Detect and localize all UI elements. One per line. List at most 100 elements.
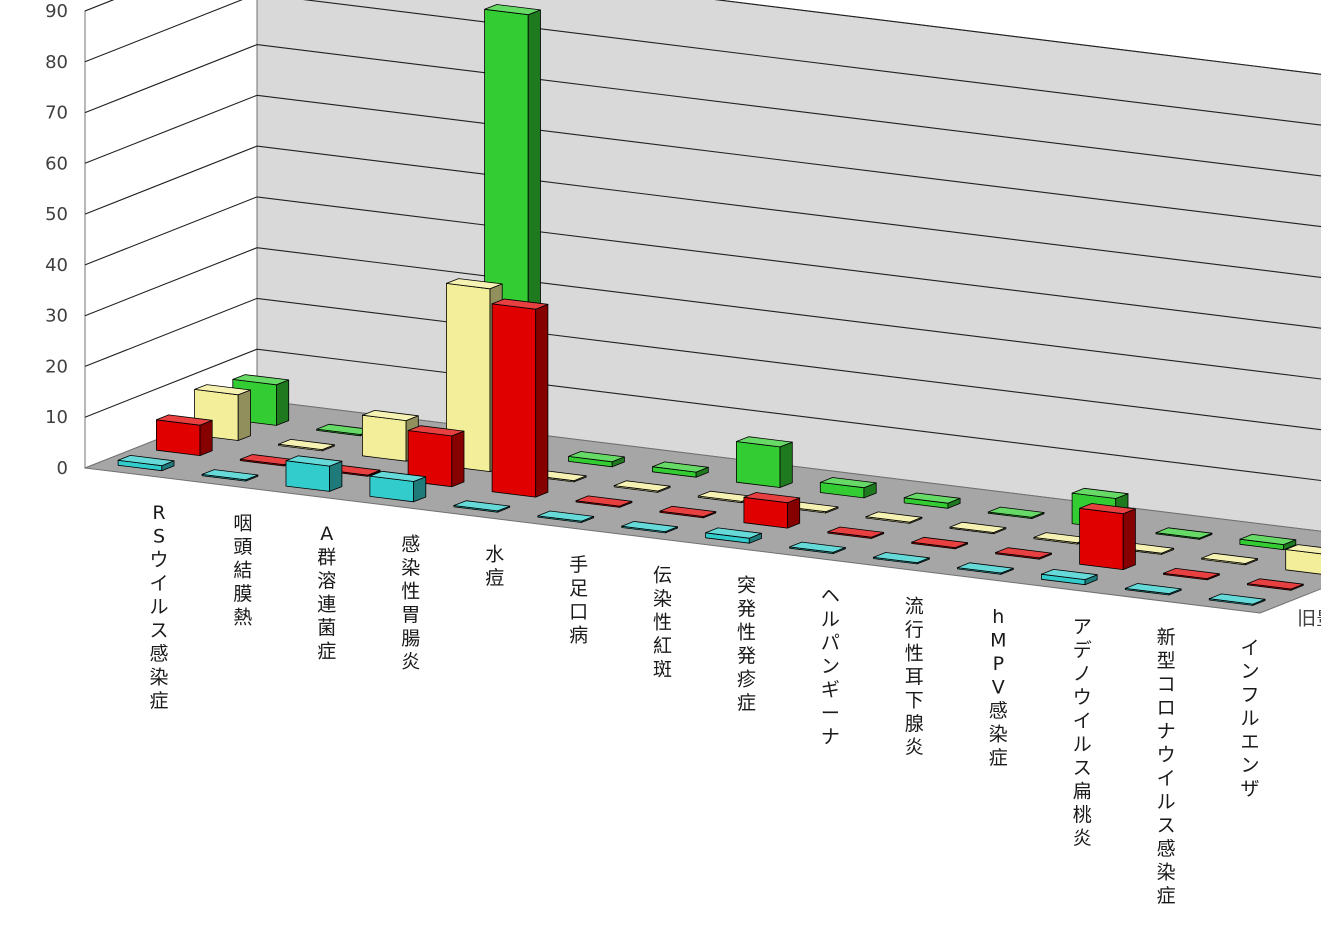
series-labels: 旧豊浦彦島山 <box>1297 607 1321 629</box>
bar-side <box>1122 508 1136 570</box>
gridline <box>84 94 1321 228</box>
bar <box>1208 593 1266 606</box>
bar <box>903 492 961 509</box>
bar <box>407 425 465 488</box>
bar-top <box>621 521 678 532</box>
bar-top <box>369 470 427 482</box>
bar <box>575 495 633 508</box>
category-label: 伝染性紅斑 <box>653 564 672 680</box>
bar-side <box>787 497 801 529</box>
bar <box>285 455 343 492</box>
bar-top <box>575 495 633 507</box>
bar <box>995 547 1052 560</box>
bar-top <box>819 477 877 489</box>
bar-top <box>911 536 968 548</box>
y-axis-ticks: 0 10 20 30 40 50 60 70 80 90 <box>45 1 68 479</box>
bar-top <box>445 278 503 290</box>
bar <box>1079 503 1136 570</box>
y-tick-label: 50 <box>45 204 68 225</box>
category-label: R S ウイルス感染症 <box>149 502 168 712</box>
bar <box>1239 534 1297 551</box>
bar-side <box>451 430 465 488</box>
y-tick-label: 70 <box>45 103 68 124</box>
bar <box>613 480 671 493</box>
bar-side <box>199 419 213 457</box>
gridline <box>84 145 1321 278</box>
bar-front <box>491 303 537 498</box>
bar-top <box>873 552 930 564</box>
bar <box>659 505 717 519</box>
bar <box>789 541 846 554</box>
bar-top <box>613 480 671 492</box>
bar <box>621 521 678 534</box>
bar <box>491 298 549 498</box>
category-label: h M P V 感染症 <box>989 606 1008 769</box>
bar-top <box>407 425 465 437</box>
bar <box>957 562 1014 575</box>
bar-top <box>537 510 595 522</box>
category-label: アデノウイルス扁桃炎 <box>1073 616 1092 850</box>
bar-top <box>194 384 251 396</box>
gridline <box>84 247 1321 380</box>
bar <box>278 438 335 452</box>
bar <box>568 451 625 468</box>
bar <box>987 506 1045 519</box>
category-label: 水痘 <box>485 544 504 590</box>
bar-top <box>743 492 801 504</box>
gridline <box>84 0 1321 126</box>
bar-top <box>827 526 885 538</box>
bar-top <box>1247 578 1304 590</box>
bar <box>873 552 930 565</box>
y-tick-label: 10 <box>45 407 68 428</box>
bar-top <box>568 451 625 463</box>
bar <box>911 536 968 550</box>
series-label: 旧豊浦 <box>1297 607 1321 629</box>
bar-top <box>789 541 846 553</box>
bar-front <box>361 414 407 462</box>
bar <box>827 526 885 539</box>
bar-side <box>237 389 251 441</box>
bar-top <box>949 521 1007 533</box>
bar <box>155 414 213 457</box>
bar-front <box>1079 507 1124 570</box>
y-tick-label: 60 <box>45 153 68 174</box>
gridlines <box>84 0 1321 482</box>
bar <box>369 470 427 503</box>
y-tick-label: 30 <box>45 306 68 327</box>
y-tick-label: 80 <box>45 52 68 73</box>
category-label: 感染性胃腸炎 <box>401 533 420 673</box>
bar <box>1124 583 1182 596</box>
bar <box>537 510 595 523</box>
bar-top <box>705 527 762 539</box>
bar-top <box>736 436 793 448</box>
category-label: 流行性耳下腺炎 <box>905 595 924 758</box>
y-tick-label: 40 <box>45 255 68 276</box>
bar-top <box>278 438 335 451</box>
bar <box>736 436 793 488</box>
bar <box>652 461 709 478</box>
bar-top <box>903 492 961 504</box>
gridline <box>84 297 1321 431</box>
y-tick-label: 20 <box>45 356 68 377</box>
bar-top <box>1208 593 1266 605</box>
bar-top <box>491 298 549 310</box>
bar-top <box>484 4 541 16</box>
category-label: 手足口病 <box>569 554 588 647</box>
bars <box>117 4 1321 606</box>
bar-top <box>201 469 259 481</box>
bar-side <box>779 441 793 488</box>
gridline <box>84 348 1321 482</box>
bar-side <box>535 303 549 498</box>
gridline <box>84 196 1321 329</box>
bar <box>743 492 801 529</box>
bar-top <box>1079 503 1136 515</box>
bar-top <box>1239 534 1297 545</box>
bar <box>1201 552 1258 566</box>
bar-top <box>117 454 175 467</box>
bar-top <box>453 500 511 512</box>
bar-top <box>1201 552 1258 564</box>
category-label: 新型コロナウイルス感染症 <box>1157 627 1176 908</box>
bar-top <box>987 506 1045 518</box>
category-label: 突発性発疹症 <box>737 575 756 715</box>
